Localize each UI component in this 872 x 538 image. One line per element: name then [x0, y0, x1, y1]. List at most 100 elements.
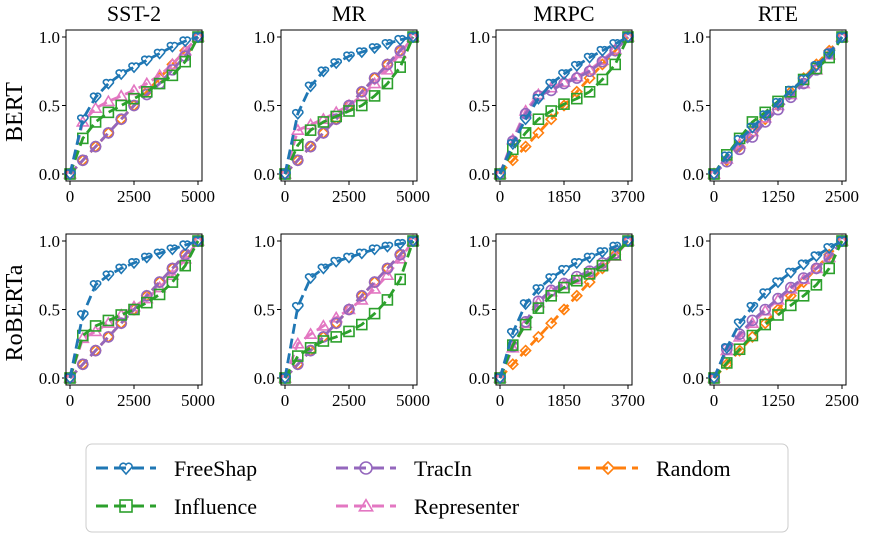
data-point: [166, 262, 179, 275]
data-point: [316, 319, 331, 331]
data-point: [720, 151, 733, 163]
x-tick-label: 1850: [547, 187, 581, 206]
data-point: [557, 99, 571, 112]
x-tick-label: 2500: [825, 187, 859, 206]
data-point: [609, 248, 622, 261]
series-line: [498, 36, 630, 175]
data-point: [759, 110, 772, 122]
data-point: [64, 373, 76, 385]
x-tick-label: 5000: [396, 187, 430, 206]
data-point: [115, 263, 128, 275]
data-point: [609, 39, 622, 51]
x-tick-label: 5000: [396, 391, 430, 410]
y-tick-label: 0.5: [469, 97, 490, 116]
y-tick-label: 1.0: [683, 28, 704, 47]
data-point: [89, 280, 102, 292]
data-point: [733, 134, 746, 146]
data-point: [141, 86, 153, 98]
data-point: [519, 114, 532, 126]
series-line: [68, 240, 200, 379]
data-point: [291, 350, 304, 362]
series-line: [283, 36, 415, 175]
data-point: [141, 296, 153, 309]
data-point: [381, 262, 394, 275]
data-point: [75, 331, 90, 344]
data-point: [102, 78, 115, 90]
data-point: [708, 373, 720, 385]
subplot-roberta-sst-2: 0.0 0.5 1.0 0 2500 5000: [39, 232, 215, 410]
data-point: [596, 247, 609, 259]
data-point: [141, 289, 153, 302]
data-point: [532, 113, 545, 125]
data-point: [759, 288, 772, 300]
data-point: [115, 113, 127, 125]
series-tracin: [64, 235, 204, 384]
data-point: [609, 58, 622, 71]
series-freeshap: [64, 32, 204, 181]
series-line: [498, 239, 629, 379]
series-freeshap: [494, 236, 634, 385]
data-point: [746, 301, 759, 313]
data-point: [291, 301, 304, 313]
axes-frame: [495, 233, 633, 386]
data-point: [570, 61, 583, 72]
data-point: [343, 303, 355, 316]
series-line: [498, 240, 630, 379]
series-freeshap: [64, 236, 204, 385]
data-point: [102, 270, 115, 282]
data-point: [582, 63, 597, 75]
data-point: [304, 342, 317, 354]
data-point: [368, 244, 381, 256]
data-point: [394, 34, 407, 46]
data-point: [380, 268, 395, 281]
legend-label: Influence: [174, 494, 257, 519]
data-point: [77, 358, 89, 371]
data-point: [179, 259, 191, 272]
data-point: [784, 281, 797, 294]
data-point: [545, 273, 558, 285]
data-point: [797, 272, 810, 284]
y-tick-label: 0.0: [39, 165, 60, 184]
data-point: [570, 85, 583, 98]
series-line: [68, 36, 200, 175]
data-point: [166, 244, 179, 256]
subplot-title: RTE: [758, 1, 798, 26]
data-point: [165, 57, 180, 70]
data-point: [342, 302, 356, 315]
data-point: [330, 256, 343, 268]
y-tick-label: 1.0: [469, 28, 490, 47]
x-tick-label: 0: [710, 187, 719, 206]
axes-frame: [495, 29, 633, 182]
data-point: [570, 72, 583, 84]
data-point: [140, 252, 153, 264]
x-tick-label: 0: [496, 391, 505, 410]
data-point: [77, 154, 89, 167]
data-point: [330, 58, 343, 70]
y-tick-label: 0.0: [469, 165, 490, 184]
data-point: [519, 299, 532, 311]
subplot-bert-rte: RTE 0.0 0.5 1.0 0 1250 2500: [683, 1, 859, 206]
x-tick-label: 0: [281, 187, 290, 206]
subplot-bert-mr: MR 0.0 0.5 1.0 0 2500 5000: [254, 1, 430, 206]
data-point: [343, 51, 355, 63]
subplot-bert-mrpc: MRPC 0.0 0.5 1.0 0 1850 3700: [469, 1, 645, 206]
data-point: [77, 329, 89, 342]
data-point: [823, 48, 836, 60]
y-tick-label: 1.0: [683, 232, 704, 251]
data-point: [557, 75, 571, 88]
data-point: [784, 299, 797, 312]
legend-entry-random: Random: [578, 456, 731, 481]
data-point: [89, 140, 102, 153]
data-point: [355, 86, 368, 98]
data-point: [101, 316, 116, 329]
data-point: [558, 69, 570, 81]
y-tick-label: 0.0: [469, 369, 490, 388]
subplot-roberta-rte: 0.0 0.5 1.0 0 1250 2500: [683, 232, 859, 410]
data-point: [381, 77, 394, 90]
x-tick-label: 5000: [181, 187, 215, 206]
data-point: [506, 139, 519, 151]
series-freeshap: [494, 32, 634, 181]
data-point: [355, 47, 368, 59]
row-label-bert: BERT: [2, 82, 28, 142]
data-point: [128, 303, 140, 316]
